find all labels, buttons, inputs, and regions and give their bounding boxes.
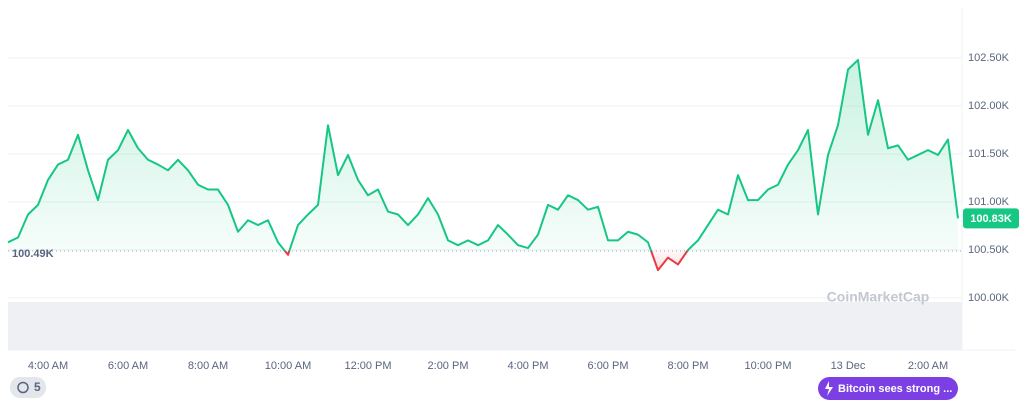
x-tick-label: 8:00 AM — [188, 360, 228, 372]
volume-band — [8, 302, 962, 350]
x-tick-label: 12:00 PM — [344, 360, 391, 372]
x-tick-label: 4:00 AM — [28, 360, 68, 372]
x-tick-label: 2:00 AM — [908, 360, 948, 372]
x-tick-label: 10:00 AM — [265, 360, 311, 372]
area — [8, 59, 958, 271]
y-tick-label: 101.00K — [968, 196, 1010, 208]
y-tick-label: 101.50K — [968, 148, 1010, 160]
price-line — [7, 58, 959, 272]
x-tick-label: 10:00 PM — [744, 360, 791, 372]
x-tick-label: 2:00 PM — [428, 360, 469, 372]
x-tick-label: 4:00 PM — [508, 360, 549, 372]
pill-bg[interactable] — [818, 377, 958, 400]
x-tick-label: 8:00 PM — [668, 360, 709, 372]
y-tick-label: 100.00K — [968, 292, 1010, 304]
bolt-icon[interactable] — [825, 381, 833, 396]
pill-text[interactable]: Bitcoin sees strong ... — [838, 383, 952, 395]
last-price-label: 100.83K — [970, 213, 1012, 225]
y-tick-label: 100.50K — [968, 244, 1010, 256]
x-tick-label: 6:00 AM — [108, 360, 148, 372]
baseline-label: 100.49K — [12, 248, 54, 260]
x-tick-label: 6:00 PM — [588, 360, 629, 372]
news-pill[interactable]: Bitcoin sees strong ... — [818, 377, 958, 400]
history-badge[interactable]: 5 — [10, 377, 46, 398]
watermark: CoinMarketCap — [827, 289, 930, 305]
badge-count[interactable]: 5 — [34, 380, 41, 394]
y-tick-label: 102.00K — [968, 100, 1010, 112]
history-icon[interactable] — [17, 381, 29, 394]
x-tick-label: 13 Dec — [831, 360, 866, 372]
last-price-box — [963, 208, 1019, 229]
y-tick-label: 102.50K — [968, 52, 1010, 64]
